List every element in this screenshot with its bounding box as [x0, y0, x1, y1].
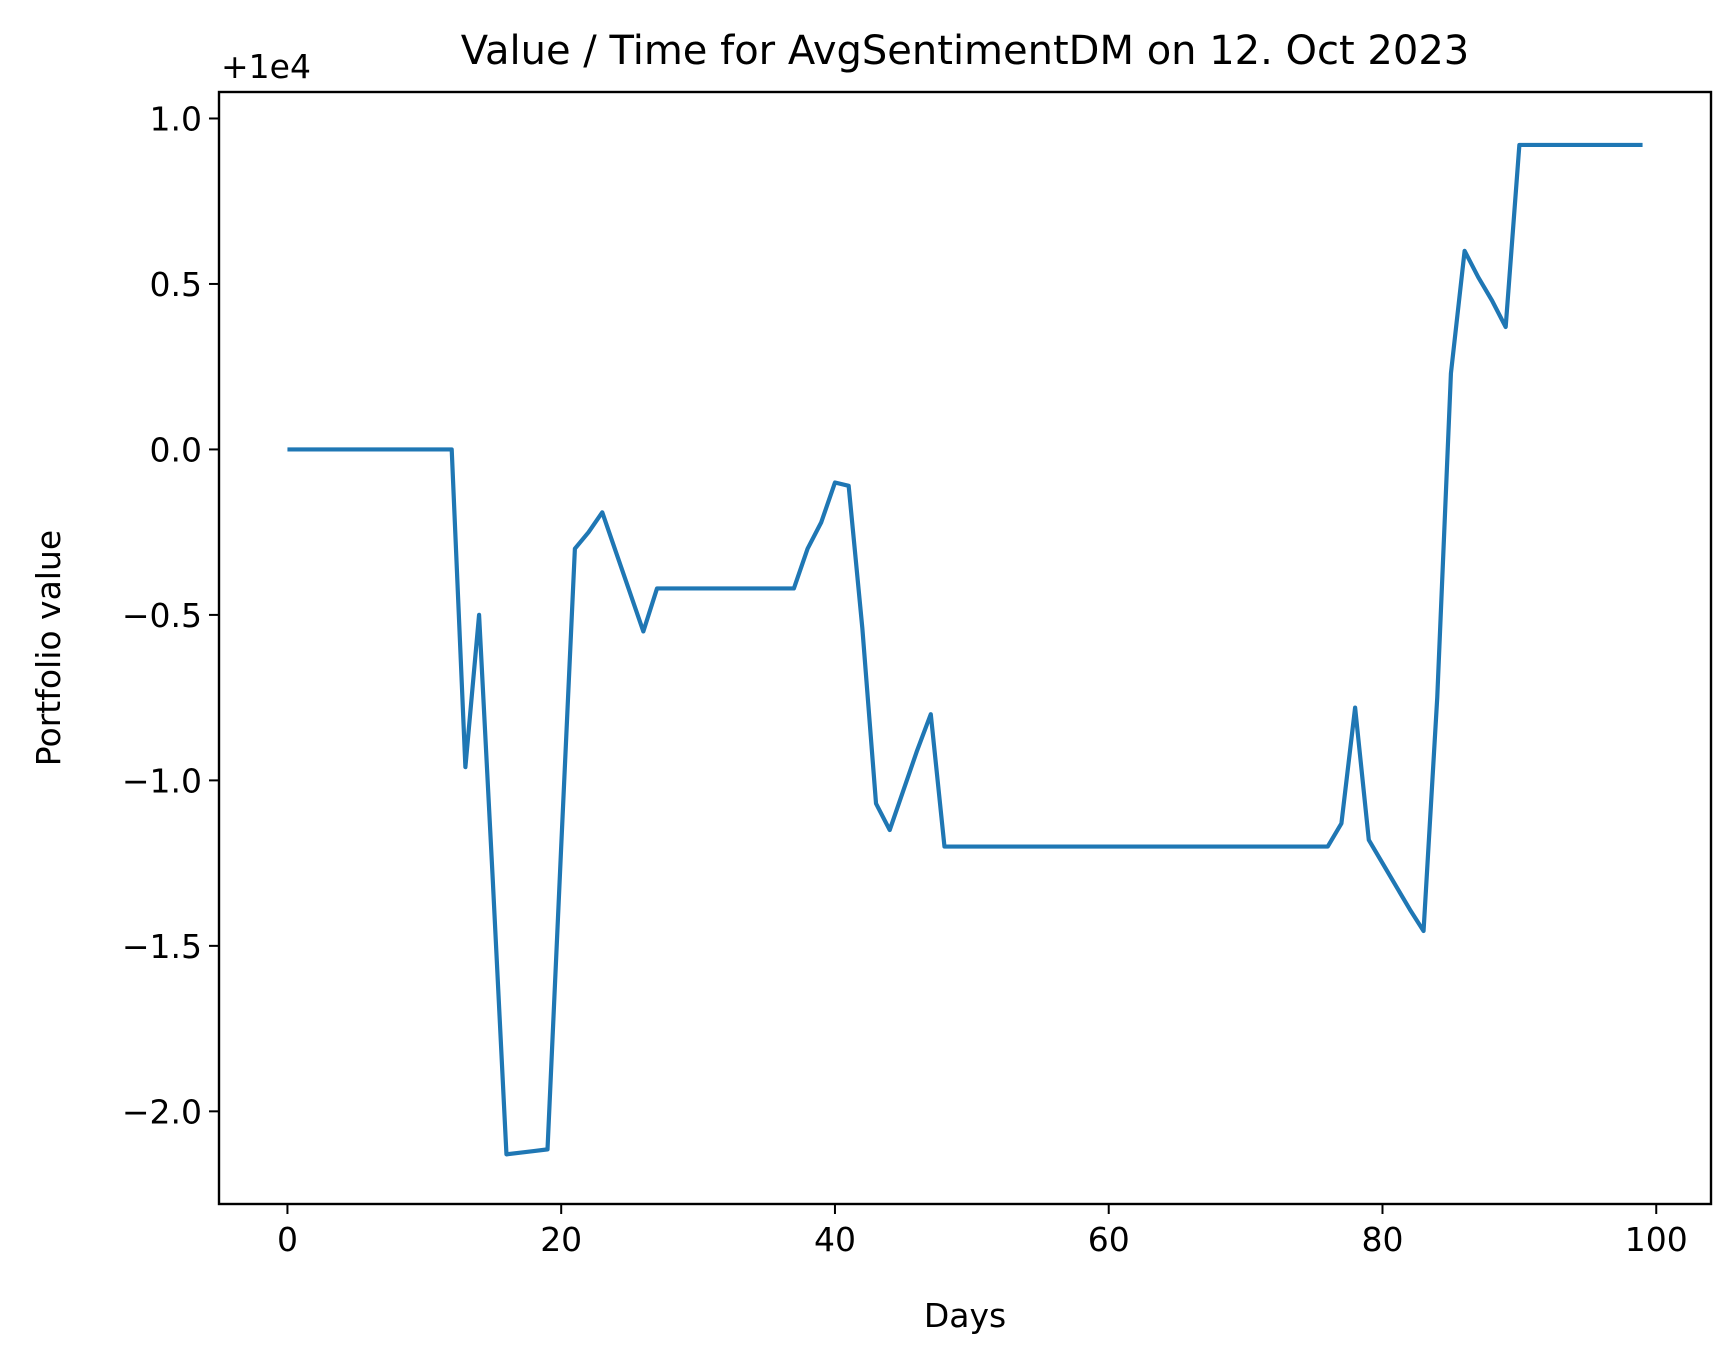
y-tick-label: −1.5 — [122, 927, 202, 966]
chart-title: Value / Time for AvgSentimentDM on 12. O… — [461, 28, 1469, 74]
y-tick-label: −1.0 — [122, 761, 202, 800]
x-axis-label: Days — [924, 1296, 1006, 1335]
series-line-0 — [287, 142, 1643, 1157]
y-tick-label: 0.5 — [150, 265, 202, 304]
x-tick-label: 0 — [277, 1220, 298, 1259]
y-tick-label: 0.0 — [150, 430, 202, 469]
x-tick-label: 60 — [1088, 1220, 1130, 1259]
y-tick-label: −2.0 — [122, 1092, 202, 1131]
x-axis: 0 20 40 60 80 100 — [277, 1204, 1688, 1259]
x-tick-label: 80 — [1361, 1220, 1403, 1259]
x-tick-label: 40 — [814, 1220, 856, 1259]
y-offset-label: +1e4 — [221, 47, 311, 86]
y-axis-label: Portfolio value — [29, 530, 68, 766]
x-tick-label: 20 — [540, 1220, 582, 1259]
y-tick-label: −0.5 — [122, 596, 202, 635]
series-line-group — [287, 142, 1643, 1157]
x-tick-label: 100 — [1625, 1220, 1688, 1259]
plot-frame — [217, 90, 1713, 1206]
y-tick-label: 1.0 — [150, 99, 202, 138]
y-axis: 1.0 0.5 0.0 −0.5 −1.0 −1.5 −2.0 — [122, 99, 219, 1131]
